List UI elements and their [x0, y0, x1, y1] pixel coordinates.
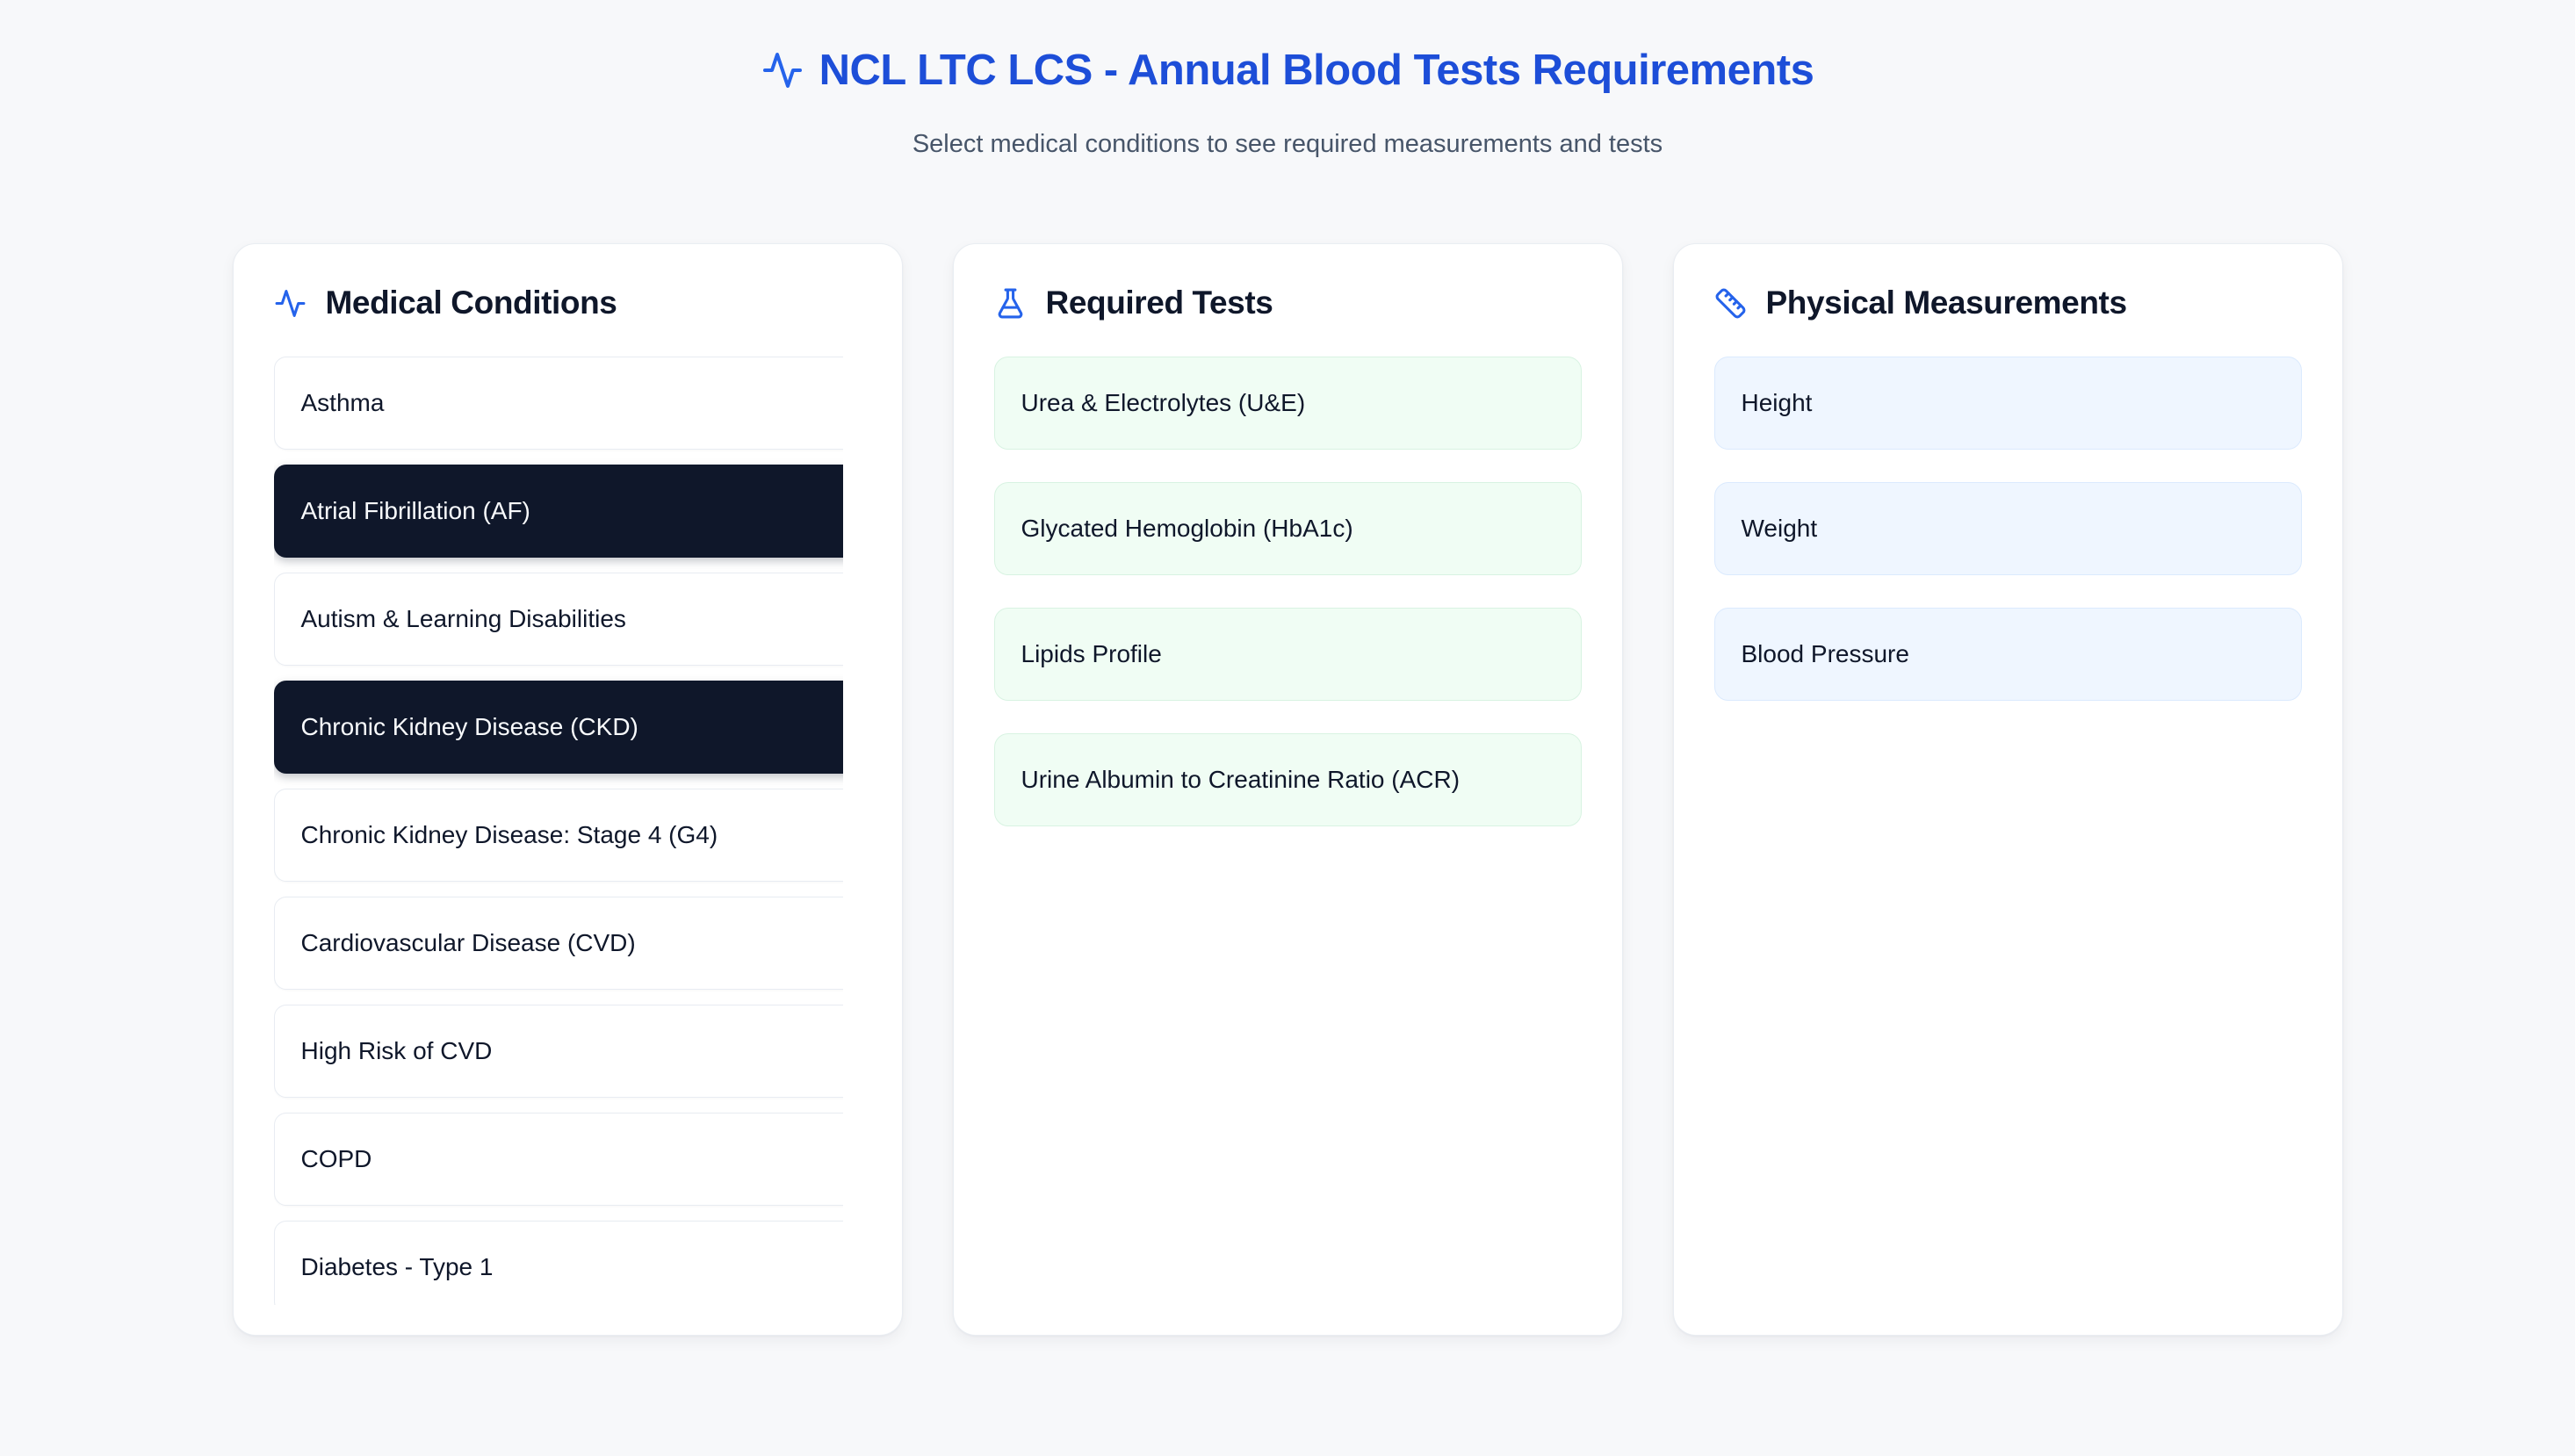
test-item: Lipids Profile	[993, 608, 1582, 701]
measurement-item: Weight	[1713, 482, 2302, 575]
condition-item[interactable]: Atrial Fibrillation (AF)	[273, 465, 843, 558]
page-title: NCL LTC LCS - Annual Blood Tests Require…	[819, 47, 1814, 94]
condition-item[interactable]: COPD	[273, 1113, 843, 1206]
condition-item[interactable]: Chronic Kidney Disease: Stage 4 (G4)	[273, 789, 843, 882]
flask-icon	[998, 288, 1022, 318]
condition-item[interactable]: Diabetes - Type 1	[273, 1221, 843, 1305]
physical-measurements-header: Physical Measurements	[1714, 285, 2302, 321]
activity-pulse-icon	[762, 53, 802, 88]
test-item: Glycated Hemoglobin (HbA1c)	[993, 482, 1582, 575]
required-tests-list: Urea & Electrolytes (U&E) Glycated Hemogl…	[993, 357, 1582, 826]
test-item: Urea & Electrolytes (U&E)	[993, 357, 1582, 450]
medical-conditions-list[interactable]: Asthma Atrial Fibrillation (AF) Autism & L…	[273, 357, 843, 1305]
condition-item[interactable]: Asthma	[273, 357, 843, 450]
condition-item[interactable]: Cardiovascular Disease (CVD)	[273, 897, 843, 990]
measurement-item: Blood Pressure	[1713, 608, 2302, 701]
medical-conditions-title: Medical Conditions	[325, 285, 617, 321]
physical-measurements-list: Height Weight Blood Pressure	[1713, 357, 2302, 701]
required-tests-title: Required Tests	[1045, 285, 1273, 321]
measurement-item: Height	[1713, 357, 2302, 450]
ruler-icon	[1715, 288, 1745, 318]
physical-measurements-panel: Physical Measurements Height Weight Blood …	[1672, 243, 2343, 1336]
page-subtitle: Select medical conditions to see require…	[912, 130, 1663, 158]
medical-conditions-panel: Medical Conditions Asthma Atrial Fibrilla…	[232, 243, 903, 1336]
condition-item[interactable]: Autism & Learning Disabilities	[273, 573, 843, 666]
condition-item[interactable]: Chronic Kidney Disease (CKD)	[273, 681, 843, 774]
required-tests-header: Required Tests	[994, 285, 1582, 321]
page-header: NCL LTC LCS - Annual Blood Tests Require…	[0, 0, 2575, 159]
physical-measurements-title: Physical Measurements	[1765, 285, 2128, 321]
condition-item[interactable]: High Risk of CVD	[273, 1005, 843, 1098]
required-tests-panel: Required Tests Urea & Electrolytes (U&E)…	[952, 243, 1623, 1336]
test-item: Urine Albumin to Creatinine Ratio (ACR)	[993, 733, 1582, 826]
content-columns: Medical Conditions Asthma Atrial Fibrilla…	[232, 243, 2343, 1336]
page-title-row: NCL LTC LCS - Annual Blood Tests Require…	[0, 46, 2575, 95]
activity-pulse-icon	[275, 289, 305, 317]
medical-conditions-header: Medical Conditions	[274, 285, 862, 321]
